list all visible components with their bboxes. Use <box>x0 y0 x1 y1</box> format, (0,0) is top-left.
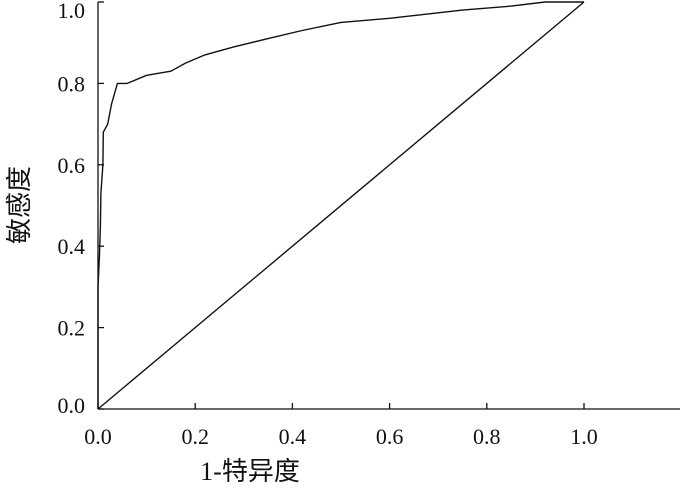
x-tick-label: 1.0 <box>570 424 598 449</box>
x-tick-label: 0.4 <box>279 424 307 449</box>
y-tick-label: 0.6 <box>58 153 86 178</box>
roc-curve-line <box>97 1 584 409</box>
y-tick-label: 0.8 <box>58 71 86 96</box>
x-tick-label: 0.2 <box>181 424 209 449</box>
y-tick-label: 1.0 <box>58 0 86 23</box>
x-tick-label: 0.6 <box>376 424 404 449</box>
y-tick-label: 0.2 <box>58 316 86 341</box>
tick-labels: 0.0 0.2 0.4 0.6 0.8 1.0 0.0 0.2 0.4 0.6 0.8 1.0 <box>58 0 598 449</box>
y-tick-label: 0.0 <box>58 393 86 418</box>
y-tick-label: 0.4 <box>58 234 86 259</box>
x-tick-label: 0.0 <box>84 424 112 449</box>
x-axis-title: 1-特异度 <box>200 457 300 486</box>
y-axis-title: 敏感度 <box>5 166 34 244</box>
series-layer <box>97 1 585 410</box>
diagonal-reference-line <box>97 1 585 410</box>
x-tick-label: 0.8 <box>473 424 501 449</box>
